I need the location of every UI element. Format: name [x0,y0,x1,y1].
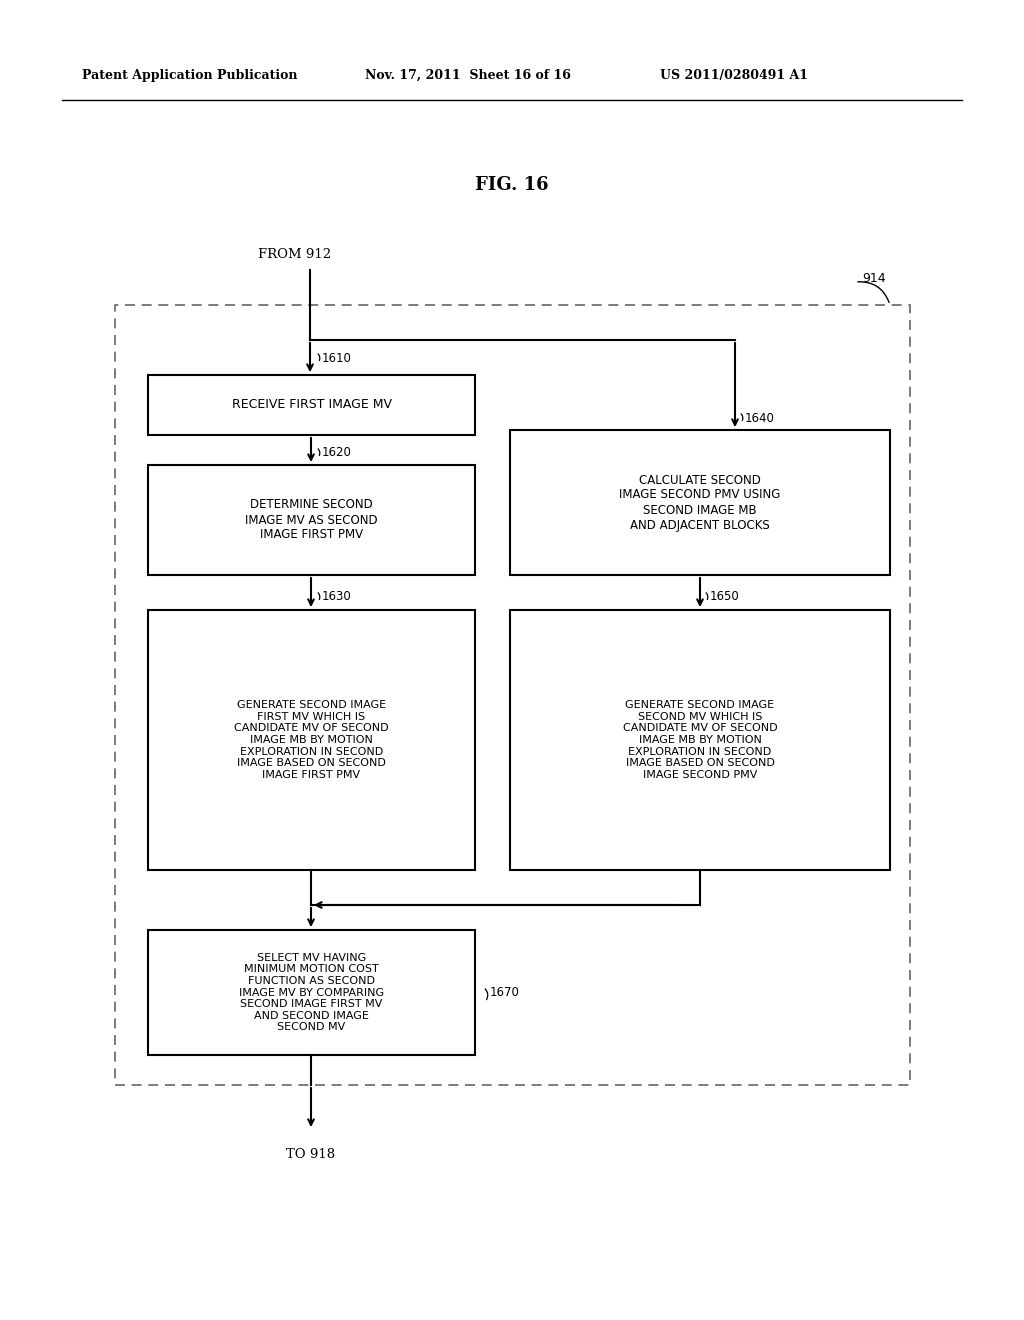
Text: 914: 914 [862,272,886,285]
Text: SELECT MV HAVING
MINIMUM MOTION COST
FUNCTION AS SECOND
IMAGE MV BY COMPARING
SE: SELECT MV HAVING MINIMUM MOTION COST FUN… [239,953,384,1032]
Text: 1640: 1640 [745,412,775,425]
Bar [148,931,475,1055]
Bar [510,430,890,576]
Text: 1670: 1670 [490,986,520,998]
Text: GENERATE SECOND IMAGE
FIRST MV WHICH IS
CANDIDATE MV OF SECOND
IMAGE MB BY MOTIO: GENERATE SECOND IMAGE FIRST MV WHICH IS … [234,700,389,780]
Text: Patent Application Publication: Patent Application Publication [82,69,298,82]
Text: FROM 912: FROM 912 [258,248,331,261]
Text: RECEIVE FIRST IMAGE MV: RECEIVE FIRST IMAGE MV [231,399,391,412]
Bar [148,465,475,576]
Bar [148,375,475,436]
Text: Nov. 17, 2011  Sheet 16 of 16: Nov. 17, 2011 Sheet 16 of 16 [365,69,570,82]
Text: FIG. 16: FIG. 16 [475,176,549,194]
Text: 1630: 1630 [322,590,352,603]
Text: US 2011/0280491 A1: US 2011/0280491 A1 [660,69,808,82]
Text: CALCULATE SECOND
IMAGE SECOND PMV USING
SECOND IMAGE MB
AND ADJACENT BLOCKS: CALCULATE SECOND IMAGE SECOND PMV USING … [620,474,780,532]
Bar [148,610,475,870]
Text: 1620: 1620 [322,446,352,459]
Text: TO 918: TO 918 [287,1148,336,1162]
Text: 1610: 1610 [322,351,352,364]
Bar [510,610,890,870]
Text: DETERMINE SECOND
IMAGE MV AS SECOND
IMAGE FIRST PMV: DETERMINE SECOND IMAGE MV AS SECOND IMAG… [245,499,378,541]
Text: GENERATE SECOND IMAGE
SECOND MV WHICH IS
CANDIDATE MV OF SECOND
IMAGE MB BY MOTI: GENERATE SECOND IMAGE SECOND MV WHICH IS… [623,700,777,780]
Text: 1650: 1650 [710,590,739,603]
Bar [115,305,910,1085]
